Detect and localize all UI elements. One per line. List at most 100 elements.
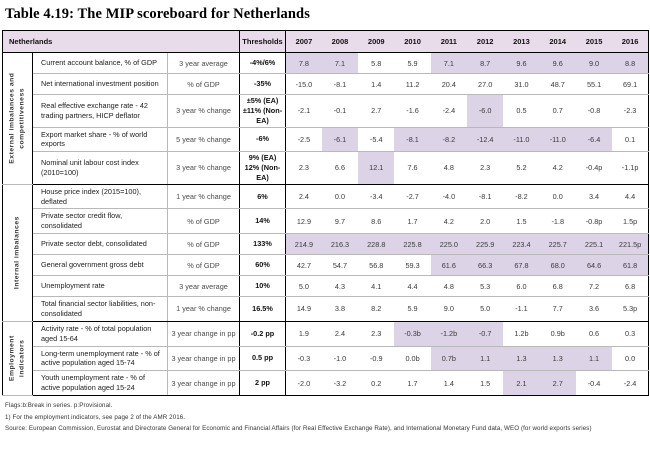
data-value: 31.0 <box>503 73 540 95</box>
data-value: -11.0 <box>539 127 576 153</box>
data-value: 64.6 <box>575 254 613 277</box>
data-value: 7.2 <box>575 275 613 298</box>
data-value: 4.4 <box>612 184 649 210</box>
measure-label: 3 year average <box>167 52 241 74</box>
data-value: -4.0 <box>430 184 467 210</box>
group-cell: External imbalances and competitiveness <box>2 52 33 185</box>
scoreboard-table: Netherlands Thresholds 2007 2008 2009 2010 2… <box>2 30 649 396</box>
data-value: 2.0 <box>467 208 504 235</box>
data-value: 1.4 <box>358 73 395 95</box>
measure-label: 3 year change in pp <box>167 370 241 396</box>
data-value: 7.1 <box>430 52 467 74</box>
indicator-label: Private sector debt, consolidated <box>32 233 168 256</box>
data-value: 5.8 <box>358 52 395 74</box>
data-value: 55.1 <box>575 73 613 95</box>
data-value: 3.6 <box>575 296 613 322</box>
data-value: 1.7 <box>394 208 431 235</box>
data-value: -8.1 <box>394 127 431 153</box>
data-value: 66.3 <box>467 254 504 277</box>
measure-label: % of GDP <box>167 208 241 235</box>
data-value: 0.5 <box>503 94 540 128</box>
data-value: 8.8 <box>612 52 649 74</box>
data-value: 59.3 <box>394 254 431 277</box>
measure-label: 1 year % change <box>167 296 241 322</box>
data-value: 6.0 <box>503 275 540 298</box>
data-value: 0.0 <box>321 184 359 210</box>
mip-scoreboard-page: Table 4.19: The MIP scoreboard for Nethe… <box>2 6 649 435</box>
data-value: 4.3 <box>321 275 359 298</box>
data-value: 12.1 <box>358 151 395 185</box>
data-value: 1.3 <box>539 346 576 372</box>
table-row: Unemployment rate 3 year average 10% 5.0 4.3… <box>3 275 649 298</box>
threshold-value: 133% <box>239 233 287 256</box>
table-header: Netherlands Thresholds 2007 2008 2009 2010 2… <box>2 30 649 53</box>
data-value: 5.0 <box>467 296 504 322</box>
data-value: -3.2 <box>321 370 359 396</box>
threshold-value: 6% <box>239 184 287 210</box>
group-label: External imbalances and competitiveness <box>8 72 26 164</box>
data-value: 2.4 <box>285 184 322 210</box>
data-value: 5.9 <box>394 296 431 322</box>
data-value: 4.2 <box>430 208 467 235</box>
data-value: 1.5 <box>467 370 504 396</box>
indicator-label: Net international investment position <box>32 73 168 95</box>
data-value: -2.5 <box>285 127 322 153</box>
indicator-label: Nominal unit labour cost index (2010=100… <box>32 151 168 185</box>
indicator-label: Private sector credit flow, consolidated <box>32 208 168 235</box>
data-value: -2.4 <box>612 370 649 396</box>
data-value: -2.7 <box>394 184 431 210</box>
data-value: -8.2 <box>503 184 540 210</box>
data-value: 4.4 <box>394 275 431 298</box>
data-value: 7.7 <box>539 296 576 322</box>
table-row: Long-term unemployment rate - % of activ… <box>3 346 649 372</box>
indicator-label: Youth unemployment rate - % of active po… <box>32 370 168 396</box>
data-value: 1.1 <box>467 346 504 372</box>
year-column-header: 2016 <box>612 30 649 53</box>
group-label: Internal imbalances <box>13 216 21 290</box>
data-value: -0.3 <box>285 346 322 372</box>
data-value: 61.6 <box>430 254 467 277</box>
data-value: 5.0 <box>285 275 322 298</box>
data-value: 216.3 <box>321 233 359 256</box>
data-value: 4.8 <box>430 275 467 298</box>
data-value: 0.6 <box>575 321 613 347</box>
indicator-label: General government gross debt <box>32 254 168 277</box>
data-value: -1.1p <box>612 151 649 185</box>
table-row: General government gross debt% of GDP 60%… <box>3 254 649 277</box>
group-cell: Internal imbalances <box>2 184 33 322</box>
data-value: -5.4 <box>358 127 395 153</box>
data-value: -6.4 <box>575 127 613 153</box>
footnotes: Flags:b:Break in series. p:Provisional. … <box>2 396 648 435</box>
threshold-value: -35% <box>239 73 287 95</box>
data-value: -8.1 <box>467 184 504 210</box>
data-value: 1.5 <box>503 208 540 235</box>
data-value: 14.9 <box>285 296 322 322</box>
indicator-label: Export market share - % of world exports <box>32 127 168 153</box>
data-value: 7.1 <box>321 52 359 74</box>
measure-label: % of GDP <box>167 233 241 256</box>
table-row: Export market share - % of world exports… <box>3 127 649 153</box>
data-value: 5.9 <box>394 52 431 74</box>
measure-label: 1 year % change <box>167 184 241 210</box>
data-value: 0.7 <box>539 94 576 128</box>
table-row: Private sector debt, consolidated% of GD… <box>3 233 649 256</box>
data-value: 2.7 <box>358 94 395 128</box>
measure-label: 3 year % change <box>167 151 241 185</box>
data-value: 223.4 <box>503 233 540 256</box>
thresholds-header: Thresholds <box>239 30 287 53</box>
data-value: -0.4p <box>575 151 613 185</box>
data-value: 56.8 <box>358 254 395 277</box>
data-value: 61.8 <box>612 254 649 277</box>
data-value: -0.3b <box>394 321 431 347</box>
data-value: 6.8 <box>539 275 576 298</box>
data-value: 3.8 <box>321 296 359 322</box>
source-note: Source: European Commission, Eurostat an… <box>5 425 592 433</box>
measure-label: 3 year change in pp <box>167 321 241 347</box>
measure-label: % of GDP <box>167 73 241 95</box>
data-value: 5.2 <box>503 151 540 185</box>
data-value: 0.2 <box>358 370 395 396</box>
data-value: -11.0 <box>503 127 540 153</box>
table-header-row: Netherlands Thresholds 2007 2008 2009 2010 2… <box>2 30 649 53</box>
measure-label: 3 year average <box>167 275 241 298</box>
table-row: Real effective exchange rate - 42 tradin… <box>3 94 649 128</box>
